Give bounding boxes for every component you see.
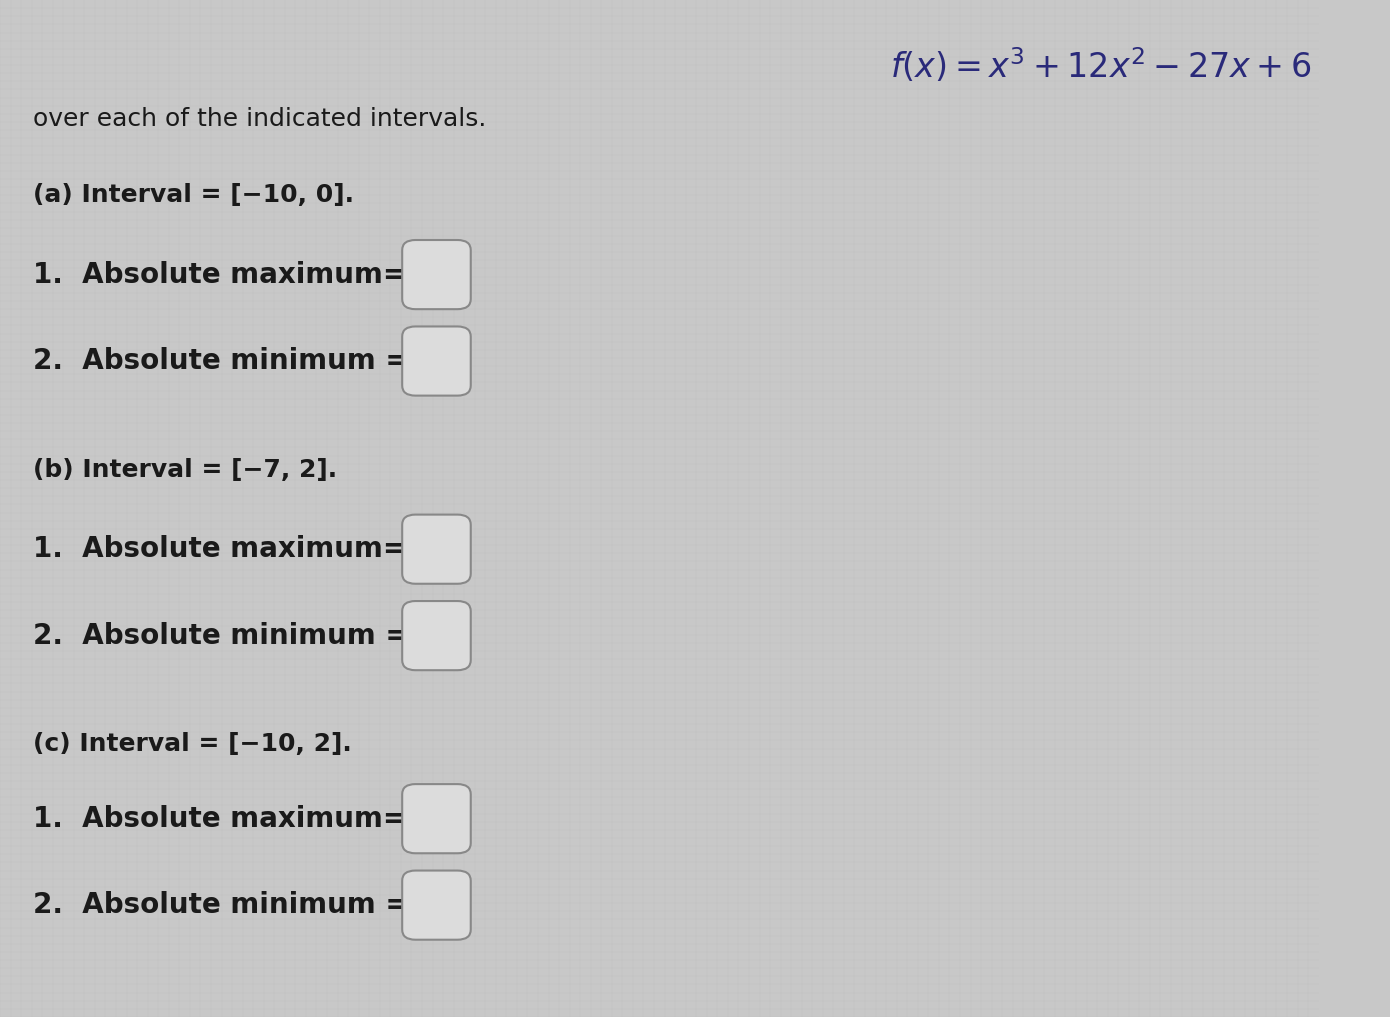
- Text: (c) Interval = [−10, 2].: (c) Interval = [−10, 2].: [33, 732, 352, 757]
- Text: 1.  Absolute maximum=: 1. Absolute maximum=: [33, 804, 406, 833]
- Text: 1.  Absolute maximum=: 1. Absolute maximum=: [33, 260, 406, 289]
- FancyBboxPatch shape: [402, 784, 471, 853]
- Text: (a) Interval = [−10, 0].: (a) Interval = [−10, 0].: [33, 183, 354, 207]
- FancyBboxPatch shape: [402, 240, 471, 309]
- Text: (b) Interval = [−7, 2].: (b) Interval = [−7, 2].: [33, 458, 338, 482]
- Text: 2.  Absolute minimum =: 2. Absolute minimum =: [33, 347, 409, 375]
- FancyBboxPatch shape: [402, 326, 471, 396]
- Text: 2.  Absolute minimum =: 2. Absolute minimum =: [33, 891, 409, 919]
- Text: 2.  Absolute minimum =: 2. Absolute minimum =: [33, 621, 409, 650]
- Text: over each of the indicated intervals.: over each of the indicated intervals.: [33, 107, 486, 131]
- FancyBboxPatch shape: [402, 871, 471, 940]
- FancyBboxPatch shape: [402, 515, 471, 584]
- FancyBboxPatch shape: [402, 601, 471, 670]
- Text: 1.  Absolute maximum=: 1. Absolute maximum=: [33, 535, 406, 563]
- Text: $f(x) = x^3 + 12x^2 - 27x + 6$: $f(x) = x^3 + 12x^2 - 27x + 6$: [890, 46, 1312, 84]
